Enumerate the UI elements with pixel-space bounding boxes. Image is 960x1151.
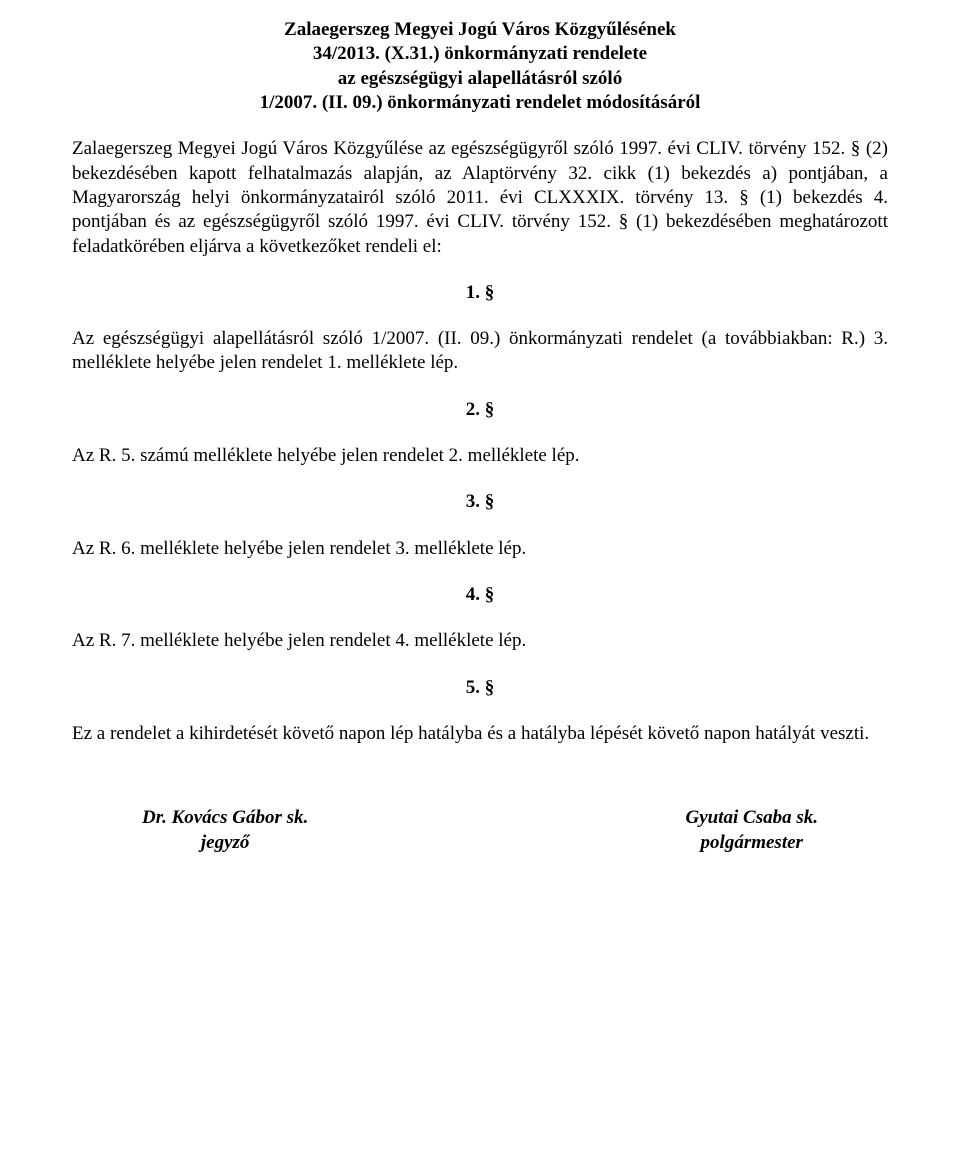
signature-left-role: jegyző (142, 831, 308, 855)
title-line-3: az egészségügyi alapellátásról szóló (72, 67, 888, 91)
signature-row: Dr. Kovács Gábor sk. jegyző Gyutai Csaba… (72, 806, 888, 855)
section-4-text: Az R. 7. melléklete helyébe jelen rendel… (72, 629, 888, 653)
preamble-paragraph: Zalaegerszeg Megyei Jogú Város Közgyűlés… (72, 137, 888, 259)
title-line-4: 1/2007. (II. 09.) önkormányzati rendelet… (72, 91, 888, 115)
title-line-1: Zalaegerszeg Megyei Jogú Város Közgyűlés… (72, 18, 888, 42)
signature-right-role: polgármester (686, 831, 819, 855)
section-1-number: 1. § (72, 281, 888, 305)
title-block: Zalaegerszeg Megyei Jogú Város Közgyűlés… (72, 18, 888, 115)
section-5-text: Ez a rendelet a kihirdetését követő napo… (72, 722, 888, 746)
signature-right: Gyutai Csaba sk. polgármester (686, 806, 819, 855)
section-3-number: 3. § (72, 490, 888, 514)
signature-right-name: Gyutai Csaba sk. (686, 806, 819, 830)
section-1-text: Az egészségügyi alapellátásról szóló 1/2… (72, 327, 888, 376)
section-2-text: Az R. 5. számú melléklete helyébe jelen … (72, 444, 888, 468)
signature-left: Dr. Kovács Gábor sk. jegyző (142, 806, 308, 855)
title-line-2: 34/2013. (X.31.) önkormányzati rendelete (72, 42, 888, 66)
section-3-text: Az R. 6. melléklete helyébe jelen rendel… (72, 537, 888, 561)
signature-left-name: Dr. Kovács Gábor sk. (142, 806, 308, 830)
section-5-number: 5. § (72, 676, 888, 700)
section-4-number: 4. § (72, 583, 888, 607)
section-2-number: 2. § (72, 398, 888, 422)
